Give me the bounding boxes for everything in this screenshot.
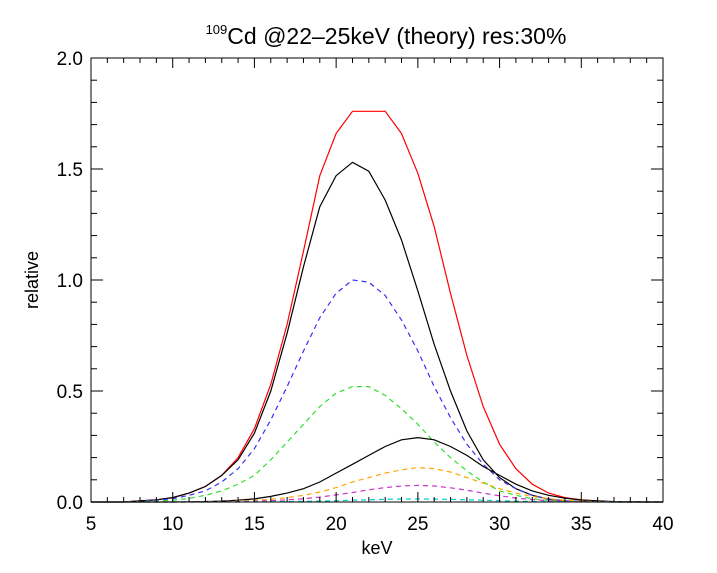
series-line-4 (91, 386, 663, 503)
x-tick-label: 40 (652, 514, 673, 535)
x-tick-label: 5 (86, 514, 97, 535)
x-tick-label: 35 (571, 514, 592, 535)
x-axis-label: keV (361, 538, 392, 558)
y-tick-label: 2.0 (57, 49, 83, 70)
y-tick-label: 1.0 (57, 271, 83, 292)
series-line-1 (91, 110, 663, 503)
plot-frame (90, 57, 664, 503)
y-tick-label: 0.5 (57, 382, 83, 403)
series-line-7 (91, 484, 663, 503)
plot-area (91, 110, 663, 503)
x-tick-label: 10 (162, 514, 183, 535)
chart-title: 109Cd @22–25keV (theory) res:30% (206, 22, 567, 49)
x-tick-label: 30 (489, 514, 510, 535)
y-axis-label: relative (22, 251, 42, 309)
title-main: Cd @22–25keV (theory) res:30% (227, 23, 566, 49)
y-tick-label: 0.0 (57, 493, 83, 514)
x-tick-label: 25 (407, 514, 428, 535)
y-tick-label: 1.5 (57, 160, 83, 181)
x-tick-label: 15 (244, 514, 265, 535)
x-tick-label: 20 (326, 514, 347, 535)
series-line-6 (91, 466, 663, 503)
axes: 5 10 15 20 25 30 35 40 0.0 0.5 1.0 1.5 2.0 (57, 49, 674, 535)
title-superscript: 109 (206, 22, 228, 37)
series-line-5 (91, 436, 663, 503)
